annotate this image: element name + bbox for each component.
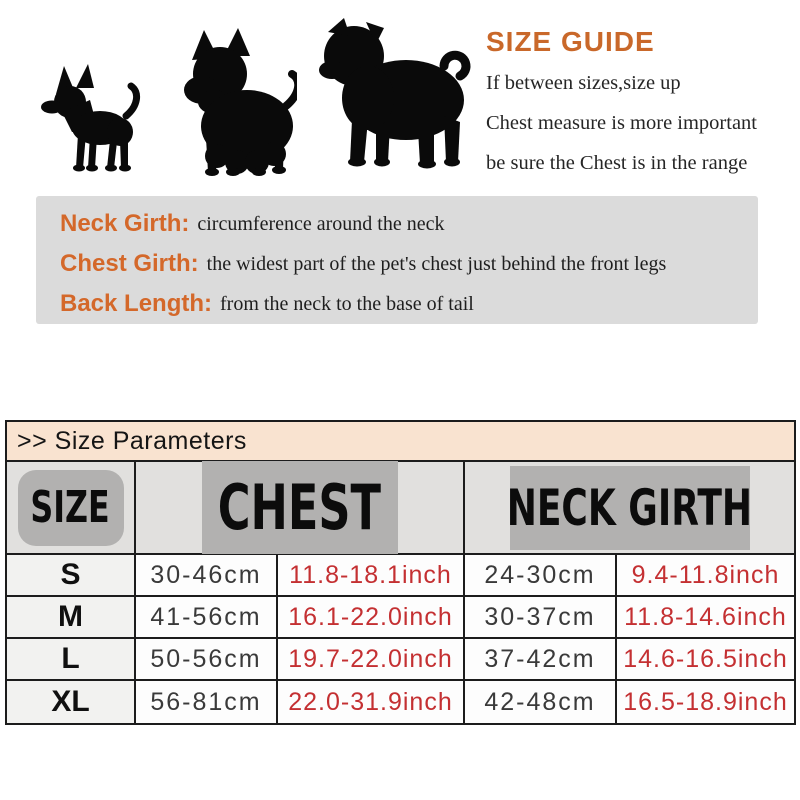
definition-description: from the neck to the base of tail [220, 292, 474, 315]
neck-cm-cell: 37-42cm [463, 639, 615, 679]
definition-row: Chest Girth: the widest part of the pet'… [60, 244, 758, 284]
chest-cm-cell: 50-56cm [134, 639, 276, 679]
neck-girth-header-label: NECK GIRTH [507, 465, 752, 550]
definition-row: Neck Girth: circumference around the nec… [60, 204, 758, 244]
header-cell-chest: CHEST [134, 461, 463, 554]
chest-cm-cell: 30-46cm [134, 555, 276, 595]
table-title: >> Size Parameters [7, 422, 794, 462]
chihuahua-silhouette-icon [38, 60, 153, 175]
neck-cm-cell: 42-48cm [463, 681, 615, 723]
table-header-row: SIZE CHEST NECK GIRTH [7, 461, 794, 555]
neck-inch-cell: 11.8-14.6inch [615, 597, 794, 637]
header-cell-size: SIZE [7, 462, 134, 553]
table-row-m: M 41-56cm 16.1-22.0inch 30-37cm 11.8-14.… [7, 597, 794, 639]
guide-note-line: If between sizes,size up [486, 72, 681, 94]
definition-term: Chest Girth: [60, 250, 199, 277]
size-parameters-table: >> Size Parameters SIZE CHEST NECK GIRTH… [5, 420, 796, 725]
chest-inch-cell: 19.7-22.0inch [276, 639, 463, 679]
header-cell-neck-girth: NECK GIRTH [463, 462, 794, 553]
neck-cm-cell: 30-37cm [463, 597, 615, 637]
dog-silhouettes [0, 0, 480, 190]
definition-description: the widest part of the pet's chest just … [206, 252, 667, 275]
size-guide-notes: SIZE GUIDE If between sizes,size up Ches… [486, 26, 791, 192]
definition-description: circumference around the neck [197, 212, 445, 235]
neck-inch-cell: 14.6-16.5inch [615, 639, 794, 679]
measurement-definitions-box: Neck Girth: circumference around the nec… [36, 196, 758, 324]
size-label-cell: L [7, 639, 134, 679]
pug-silhouette-icon [306, 12, 474, 170]
neck-inch-cell: 9.4-11.8inch [615, 555, 794, 595]
definition-row: Back Length: from the neck to the base o… [60, 284, 758, 324]
chest-header-label: CHEST [201, 461, 398, 554]
guide-note-line: Chest measure is more important [486, 112, 757, 134]
yorkie-silhouette-icon [162, 28, 297, 176]
table-row-s: S 30-46cm 11.8-18.1inch 24-30cm 9.4-11.8… [7, 555, 794, 597]
chest-cm-cell: 56-81cm [134, 681, 276, 723]
chest-inch-cell: 22.0-31.9inch [276, 681, 463, 723]
size-header-label: SIZE [17, 469, 124, 546]
chest-cm-cell: 41-56cm [134, 597, 276, 637]
neck-cm-cell: 24-30cm [463, 555, 615, 595]
chest-inch-cell: 16.1-22.0inch [276, 597, 463, 637]
size-guide-heading: SIZE GUIDE [486, 26, 655, 57]
size-label-cell: M [7, 597, 134, 637]
table-row-l: L 50-56cm 19.7-22.0inch 37-42cm 14.6-16.… [7, 639, 794, 681]
definition-term: Neck Girth: [60, 210, 190, 237]
definition-term: Back Length: [60, 290, 213, 317]
guide-note-line: be sure the Chest is in the range [486, 152, 748, 174]
size-label-cell: S [7, 555, 134, 595]
size-label-cell: XL [7, 681, 134, 723]
neck-inch-cell: 16.5-18.9inch [615, 681, 794, 723]
chest-inch-cell: 11.8-18.1inch [276, 555, 463, 595]
table-row-xl: XL 56-81cm 22.0-31.9inch 42-48cm 16.5-18… [7, 681, 794, 723]
